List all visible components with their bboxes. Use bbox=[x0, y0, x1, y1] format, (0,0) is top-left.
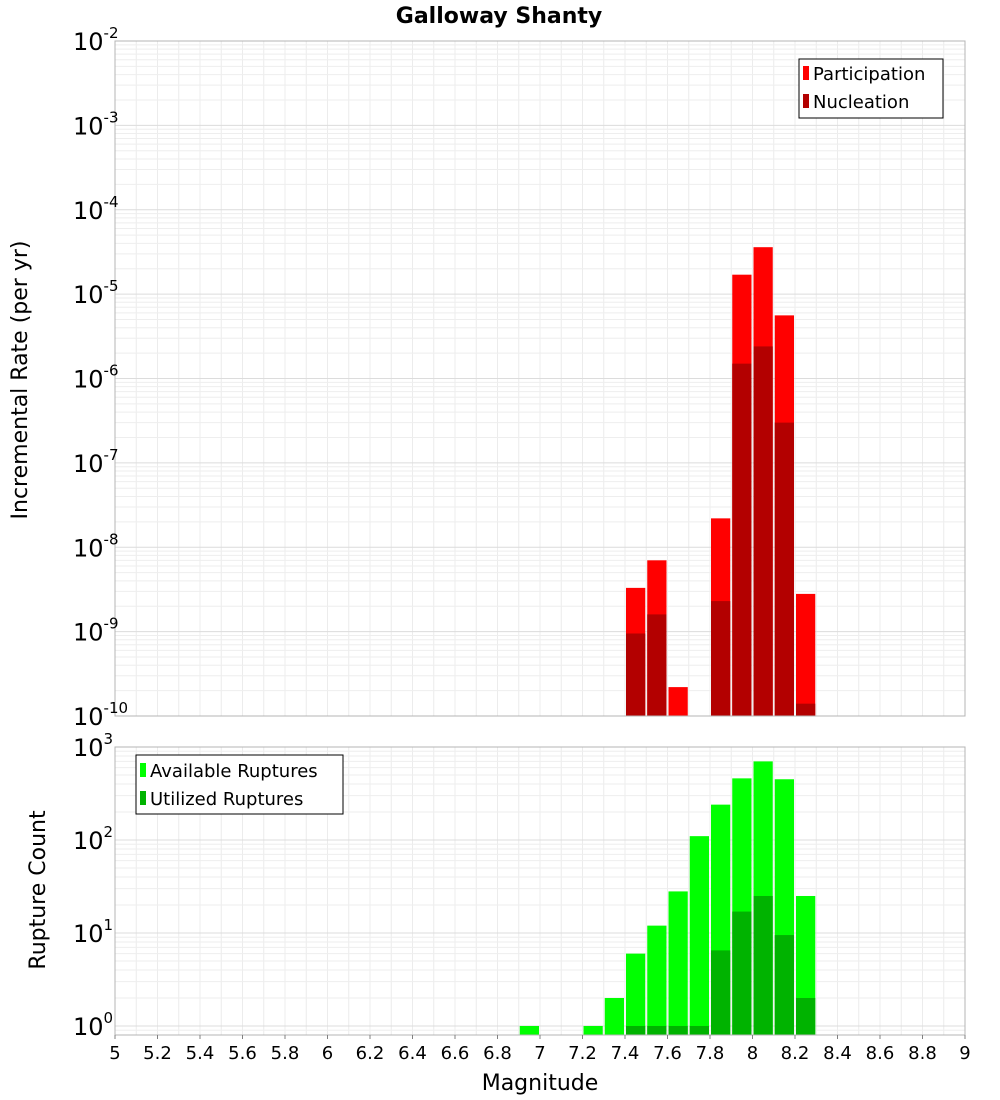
x-tick-label: 5 bbox=[109, 1043, 120, 1064]
legend-label-participation: Participation bbox=[813, 64, 925, 85]
x-tick-label: 8.8 bbox=[908, 1043, 937, 1064]
x-tick-label: 6.6 bbox=[441, 1043, 470, 1064]
rate-bar-nucleation bbox=[774, 422, 794, 716]
rate-bar-nucleation bbox=[753, 346, 773, 716]
chart-title: Galloway Shanty bbox=[396, 4, 602, 29]
bottom-y-tick-label: 100 bbox=[73, 1009, 113, 1041]
count-bar-available-ruptures bbox=[668, 891, 688, 1035]
count-bar-available-ruptures bbox=[519, 1025, 539, 1035]
x-tick-label: 8.6 bbox=[866, 1043, 895, 1064]
x-tick-label: 5.4 bbox=[186, 1043, 215, 1064]
x-tick-label: 6.2 bbox=[356, 1043, 385, 1064]
bottom-y-tick-label: 103 bbox=[73, 730, 113, 762]
legend-swatch-available bbox=[140, 763, 146, 777]
x-tick-label: 7.4 bbox=[611, 1043, 640, 1064]
top-y-ticks: 10-2 10-3 10-4 10-5 10-6 10-7 10-8 10-9 10-10 bbox=[73, 24, 128, 731]
count-bar-utilized-ruptures bbox=[796, 997, 816, 1035]
rate-bar-nucleation bbox=[711, 601, 731, 716]
x-tick-label: 5.6 bbox=[228, 1043, 257, 1064]
count-bar-available-ruptures bbox=[583, 1025, 603, 1035]
count-bar-utilized-ruptures bbox=[668, 1025, 688, 1035]
top-grid bbox=[114, 40, 966, 717]
top-legend: Participation Nucleation bbox=[798, 58, 944, 119]
count-bar-available-ruptures bbox=[626, 953, 646, 1035]
x-tick-label: 6.4 bbox=[398, 1043, 427, 1064]
top-y-tick-label: 10-10 bbox=[73, 699, 128, 731]
bottom-plot: 103 102 101 100 5 5.2 5.4 5.6 5.8 6 6.2 6.4 6.6 6.8 7… bbox=[26, 730, 971, 1096]
count-bar-utilized-ruptures bbox=[732, 911, 752, 1035]
rate-bar-nucleation bbox=[626, 633, 646, 716]
rate-bar-nucleation bbox=[647, 614, 667, 716]
x-tick-label: 7.2 bbox=[568, 1043, 597, 1064]
top-y-tick-label: 10-2 bbox=[73, 24, 119, 56]
rate-bar-participation bbox=[796, 593, 816, 716]
rate-bar-participation bbox=[668, 687, 688, 716]
x-tick-label: 8.2 bbox=[781, 1043, 810, 1064]
x-tick-label: 8.4 bbox=[823, 1043, 852, 1064]
top-y-tick-label: 10-4 bbox=[73, 193, 119, 225]
bottom-y-ticks: 103 102 101 100 bbox=[73, 730, 113, 1041]
x-axis-label: Magnitude bbox=[482, 1071, 599, 1096]
top-y-tick-label: 10-9 bbox=[73, 615, 119, 647]
count-bar-utilized-ruptures bbox=[689, 1025, 709, 1035]
legend-label-utilized: Utilized Ruptures bbox=[150, 789, 303, 810]
x-tick-label: 8 bbox=[747, 1043, 758, 1064]
top-y-tick-label: 10-3 bbox=[73, 108, 119, 140]
bottom-legend: Available Ruptures Utilized Ruptures bbox=[135, 754, 344, 815]
bottom-legend-box bbox=[135, 754, 344, 815]
x-ticks: 5 5.2 5.4 5.6 5.8 6 6.2 6.4 6.6 6.8 7 7.2 7.4 7.6 7.8 8… bbox=[109, 1035, 971, 1064]
top-bars bbox=[626, 247, 816, 716]
x-tick-label: 5.2 bbox=[143, 1043, 172, 1064]
count-bar-utilized-ruptures bbox=[753, 895, 773, 1035]
rate-bar-nucleation bbox=[796, 703, 816, 716]
count-bar-available-ruptures bbox=[604, 997, 624, 1035]
count-bar-available-ruptures bbox=[647, 925, 667, 1035]
count-bar-available-ruptures bbox=[689, 836, 709, 1035]
legend-swatch-participation bbox=[803, 66, 809, 80]
x-tick-label: 7.8 bbox=[696, 1043, 725, 1064]
bottom-y-axis-label: Rupture Count bbox=[26, 810, 51, 970]
x-tick-label: 5.8 bbox=[271, 1043, 300, 1064]
legend-swatch-utilized bbox=[140, 791, 146, 805]
bottom-bars bbox=[519, 761, 816, 1035]
top-y-tick-label: 10-8 bbox=[73, 530, 119, 562]
count-bar-utilized-ruptures bbox=[647, 1025, 667, 1035]
top-y-tick-label: 10-6 bbox=[73, 362, 119, 394]
count-bar-utilized-ruptures bbox=[774, 935, 794, 1035]
top-y-tick-label: 10-5 bbox=[73, 277, 119, 309]
x-tick-label: 6 bbox=[322, 1043, 333, 1064]
legend-label-nucleation: Nucleation bbox=[813, 92, 909, 113]
count-bar-utilized-ruptures bbox=[626, 1025, 646, 1035]
top-y-tick-label: 10-7 bbox=[73, 446, 119, 478]
legend-swatch-nucleation bbox=[803, 94, 809, 108]
top-y-axis-label: Incremental Rate (per yr) bbox=[8, 241, 33, 520]
x-tick-label: 9 bbox=[959, 1043, 970, 1064]
bottom-grid bbox=[114, 746, 966, 1036]
top-plot: 10-2 10-3 10-4 10-5 10-6 10-7 10-8 10-9 10-10 In… bbox=[8, 24, 966, 731]
count-bar-utilized-ruptures bbox=[711, 950, 731, 1035]
legend-label-available: Available Ruptures bbox=[150, 761, 318, 782]
bottom-y-tick-label: 101 bbox=[73, 916, 113, 948]
x-tick-label: 7.6 bbox=[653, 1043, 682, 1064]
top-legend-box bbox=[798, 58, 944, 119]
top-plot-border bbox=[114, 40, 966, 717]
x-tick-label: 6.8 bbox=[483, 1043, 512, 1064]
x-tick-label: 7 bbox=[534, 1043, 545, 1064]
rate-bar-nucleation bbox=[732, 363, 752, 716]
bottom-y-tick-label: 102 bbox=[73, 823, 113, 855]
